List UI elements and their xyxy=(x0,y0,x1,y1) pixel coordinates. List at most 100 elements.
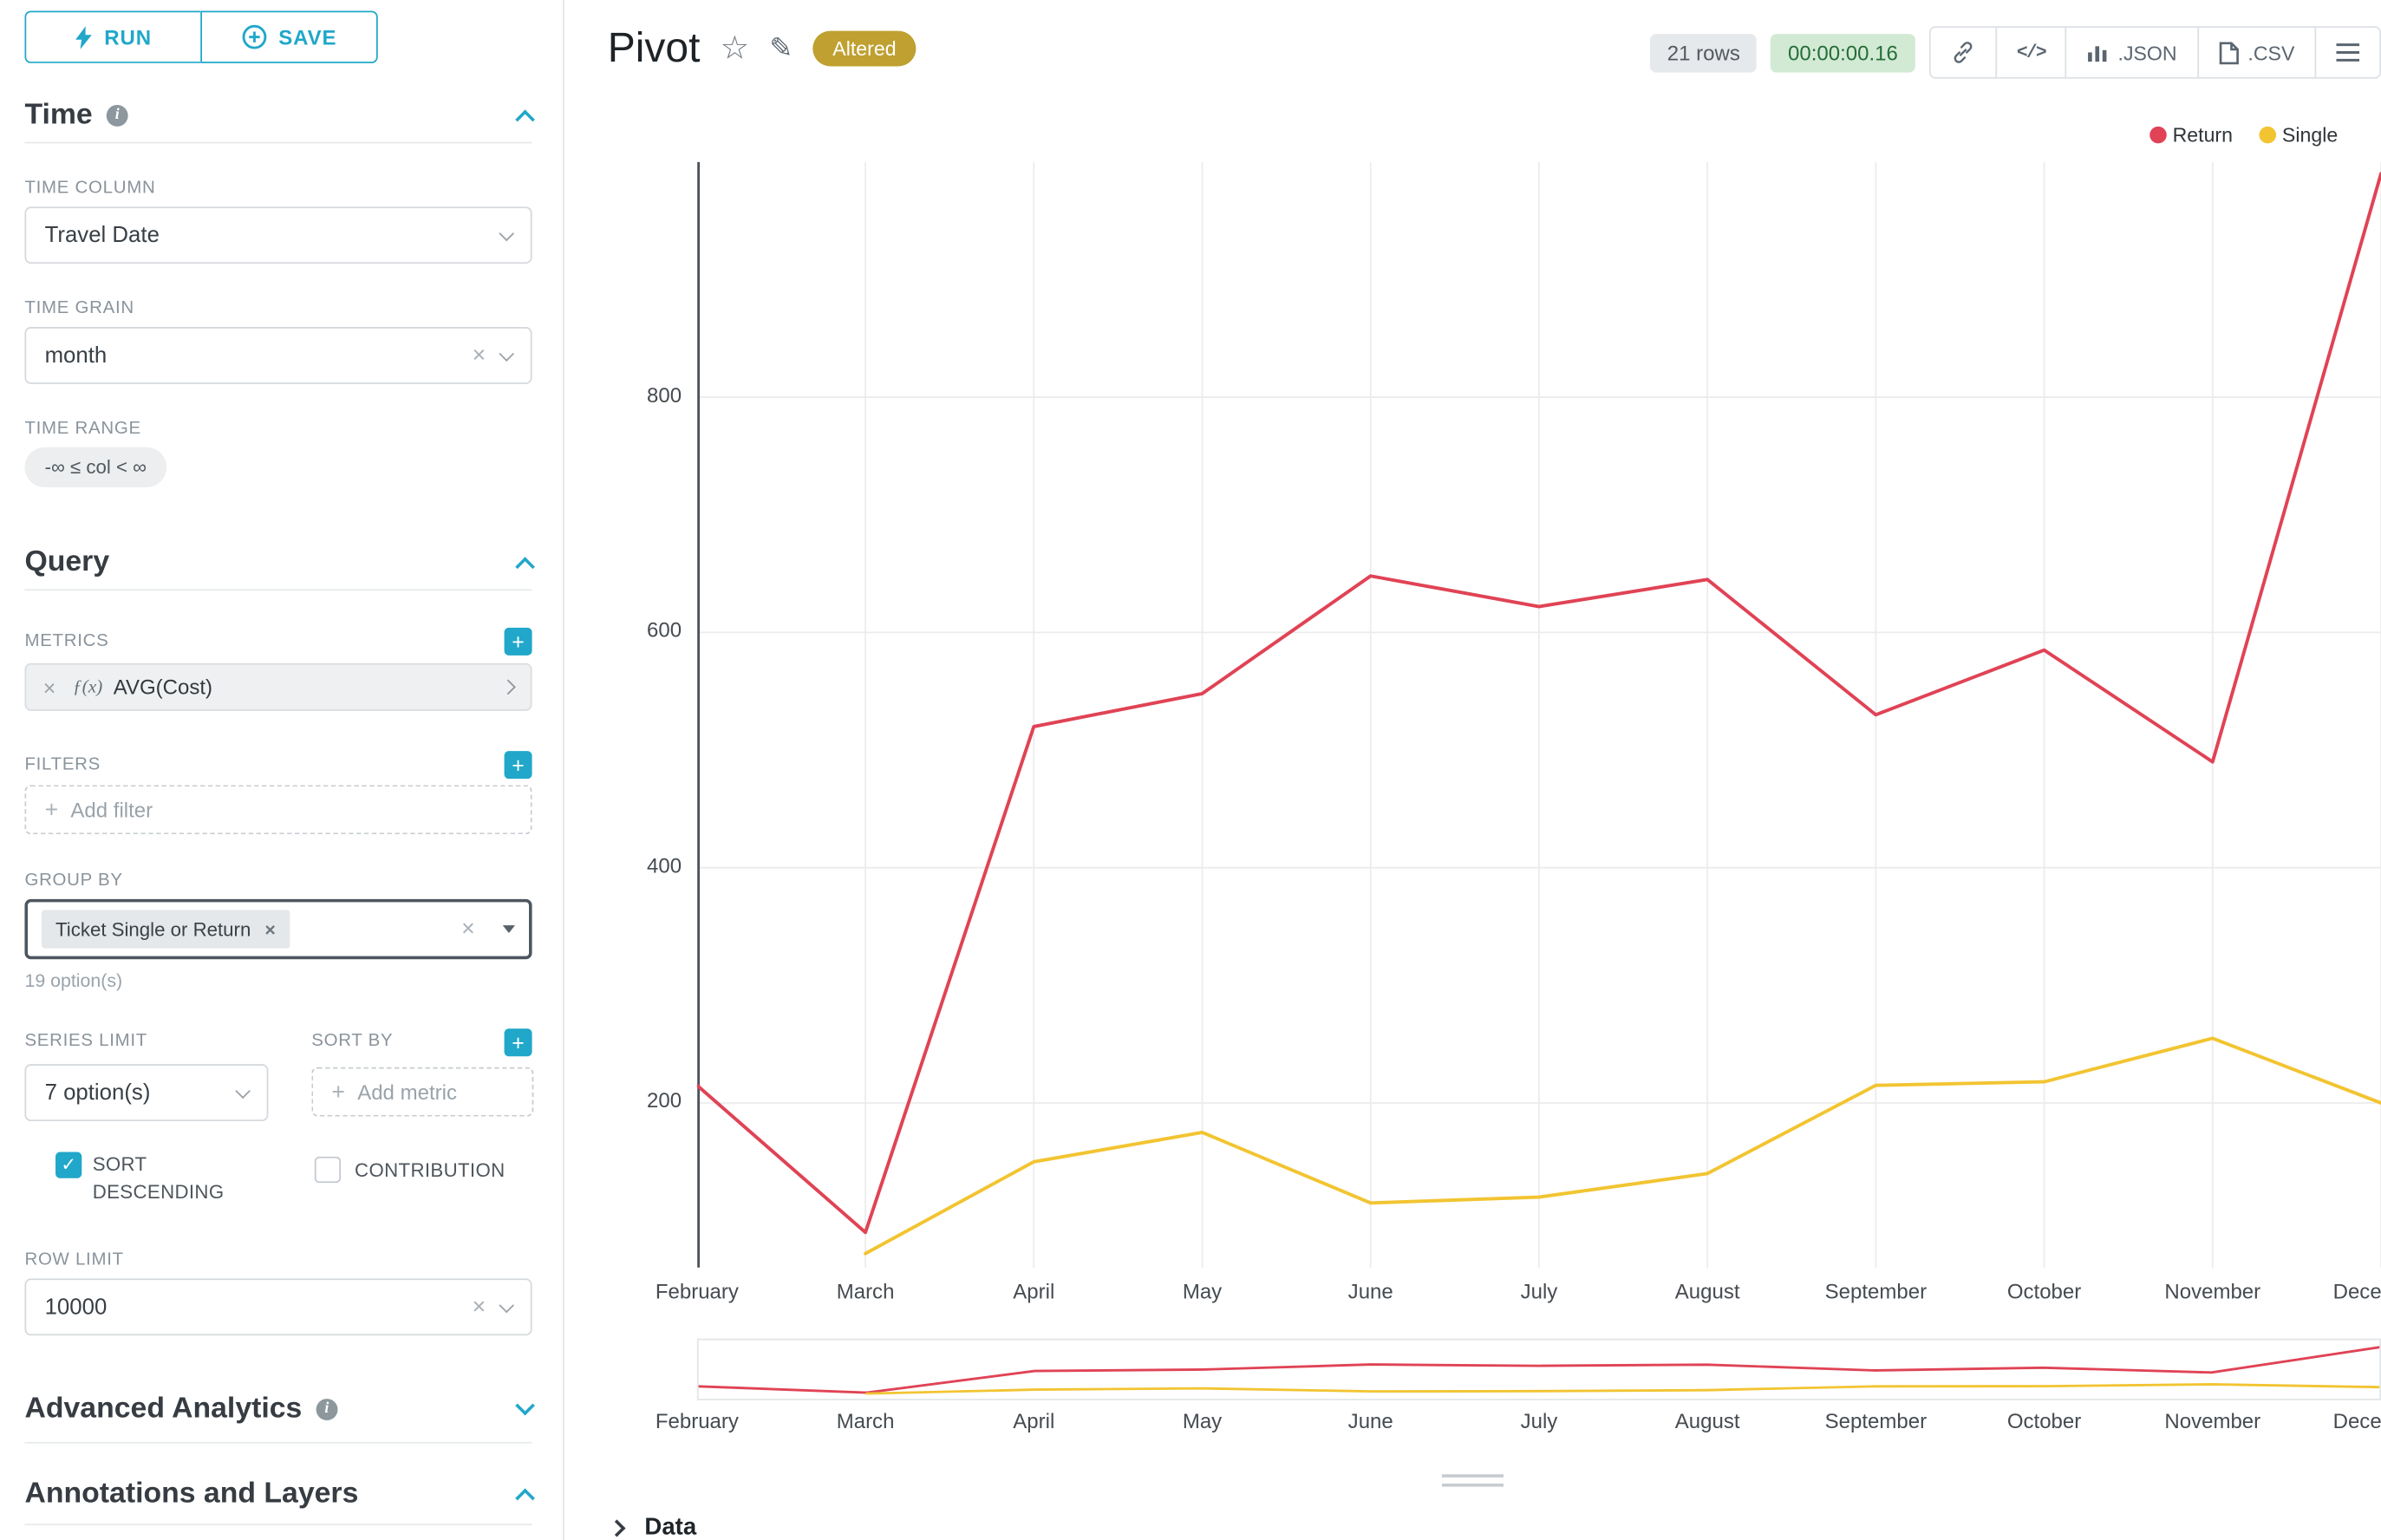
series-limit-select[interactable]: 7 option(s) xyxy=(24,1064,269,1121)
row-count-badge: 21 rows xyxy=(1650,33,1758,72)
lightning-icon xyxy=(75,25,92,49)
sort-by-dropzone[interactable]: + Add metric xyxy=(311,1067,534,1117)
time-column-value: Travel Date xyxy=(44,222,160,248)
line-chart xyxy=(696,161,2381,1268)
plus-icon: + xyxy=(44,796,59,823)
group-by-tag[interactable]: Ticket Single or Return × xyxy=(42,910,290,949)
add-filter-button[interactable]: + xyxy=(504,751,532,780)
query-section-header[interactable]: Query xyxy=(24,543,535,583)
legend-item-single[interactable]: Single xyxy=(2259,123,2338,147)
x-axis-label: September xyxy=(1824,1280,1928,1303)
add-filter-dropzone[interactable]: + Add filter xyxy=(24,785,532,835)
metric-item[interactable]: × ƒ(x) AVG(Cost) xyxy=(24,662,532,711)
time-section-header[interactable]: Time i xyxy=(24,95,535,135)
x-axis-label: December xyxy=(2332,1409,2381,1433)
chart-title: Pivot xyxy=(607,24,701,71)
annotations-layers-header[interactable]: Annotations and Layers xyxy=(24,1474,535,1514)
time-grain-value: month xyxy=(44,343,108,369)
embed-code-button[interactable]: </> xyxy=(1994,26,2067,79)
chart-area: Pivot ☆ ✎ Altered 21 rows 00:00:00.16 </… xyxy=(564,0,2381,1540)
x-axis-label: November xyxy=(2164,1409,2261,1433)
y-axis-tick: 600 xyxy=(647,618,682,643)
series-limit-value: 7 option(s) xyxy=(44,1080,151,1106)
save-button[interactable]: SAVE xyxy=(200,10,378,63)
csv-label: .CSV xyxy=(2247,41,2295,64)
legend-item-return[interactable]: Return xyxy=(2149,123,2233,147)
chevron-down-icon xyxy=(499,345,515,362)
time-grain-select[interactable]: month × xyxy=(24,327,532,384)
divider xyxy=(24,141,532,144)
y-axis-tick: 200 xyxy=(647,1088,682,1113)
add-metric-button[interactable]: + xyxy=(504,627,532,656)
resize-grip[interactable] xyxy=(1441,1474,1504,1487)
legend-dot xyxy=(2259,126,2276,144)
group-by-select[interactable]: Ticket Single or Return × × xyxy=(24,898,532,960)
divider xyxy=(24,1441,532,1444)
x-axis-label: December xyxy=(2332,1280,2381,1303)
file-icon xyxy=(2219,41,2239,64)
plus-icon: + xyxy=(331,1079,345,1106)
x-axis-label: March xyxy=(836,1280,895,1303)
add-sort-metric-button[interactable]: + xyxy=(504,1028,532,1057)
function-icon: ƒ(x) xyxy=(72,675,103,697)
x-axis-label: May xyxy=(1182,1280,1223,1303)
time-grain-label: TIME GRAIN xyxy=(24,299,134,318)
run-button[interactable]: RUN xyxy=(24,10,201,63)
export-button-group: </> .JSON .CSV xyxy=(1928,26,2381,79)
divider xyxy=(24,1524,532,1525)
export-json-button[interactable]: .JSON xyxy=(2065,26,2199,79)
x-axis-label: June xyxy=(1347,1280,1393,1303)
run-save-group: RUN SAVE xyxy=(24,10,378,63)
time-column-select[interactable]: Travel Date xyxy=(24,206,532,264)
data-panel-toggle[interactable]: Data xyxy=(608,1514,697,1540)
x-axis-label: March xyxy=(836,1409,895,1433)
save-label: SAVE xyxy=(278,25,337,49)
run-label: RUN xyxy=(104,25,152,49)
divider xyxy=(24,589,532,591)
series-limit-label: SERIES LIMIT xyxy=(24,1031,147,1051)
caret-down-icon xyxy=(502,925,516,933)
row-limit-select[interactable]: 10000 × xyxy=(24,1278,532,1336)
favorite-star-icon[interactable]: ☆ xyxy=(720,30,750,67)
chevron-up-icon[interactable] xyxy=(515,109,535,130)
row-limit-value: 10000 xyxy=(44,1295,108,1320)
contribution-checkbox[interactable] xyxy=(314,1156,342,1184)
remove-tag-icon[interactable]: × xyxy=(264,918,276,940)
query-section-title: Query xyxy=(24,545,110,578)
x-axis-label: November xyxy=(2164,1280,2261,1303)
legend-label: Single xyxy=(2281,123,2339,147)
legend-label: Return xyxy=(2172,123,2234,147)
data-panel-label: Data xyxy=(644,1514,697,1540)
advanced-analytics-header[interactable]: Advanced Analytics i xyxy=(24,1389,535,1429)
clear-icon[interactable]: × xyxy=(461,916,475,943)
annotations-layers-title: Annotations and Layers xyxy=(24,1477,359,1511)
y-axis-tick: 800 xyxy=(647,383,682,407)
chart-header: Pivot ☆ ✎ Altered xyxy=(608,24,917,72)
x-axis-label: June xyxy=(1347,1409,1393,1433)
chevron-up-icon[interactable] xyxy=(515,557,535,577)
x-axis-label: October xyxy=(2006,1409,2082,1433)
link-icon xyxy=(1954,42,1972,63)
share-link-button[interactable] xyxy=(1928,26,1997,79)
menu-button[interactable] xyxy=(2314,26,2381,79)
chevron-right-icon[interactable] xyxy=(500,679,516,695)
json-label: .JSON xyxy=(2117,41,2177,64)
x-axis-label: October xyxy=(2006,1280,2082,1303)
time-section-title: Time xyxy=(24,98,93,132)
x-axis-label: April xyxy=(1013,1409,1055,1433)
query-timer-badge: 00:00:00.16 xyxy=(1771,33,1915,72)
clear-icon[interactable]: × xyxy=(472,342,486,369)
x-axis-label: August xyxy=(1674,1409,1740,1433)
export-csv-button[interactable]: .CSV xyxy=(2196,26,2317,79)
remove-metric-icon[interactable]: × xyxy=(42,675,56,700)
time-range-pill[interactable]: -∞ ≤ col < ∞ xyxy=(24,447,167,488)
edit-pencil-icon[interactable]: ✎ xyxy=(769,32,793,63)
chevron-up-icon[interactable] xyxy=(515,1488,535,1509)
range-selector[interactable] xyxy=(696,1338,2381,1400)
row-limit-label: ROW LIMIT xyxy=(24,1250,124,1269)
mini-line-chart xyxy=(698,1346,2380,1395)
chevron-down-icon[interactable] xyxy=(515,1395,535,1416)
clear-icon[interactable]: × xyxy=(472,1294,486,1321)
x-axis-label: July xyxy=(1520,1409,1558,1433)
sort-descending-checkbox[interactable]: ✓ xyxy=(55,1152,82,1178)
